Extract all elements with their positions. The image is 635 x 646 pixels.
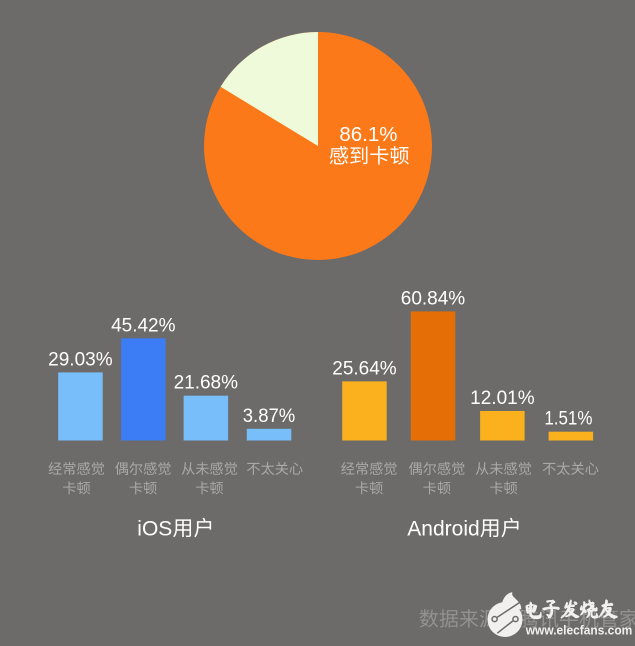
svg-text:12.01%: 12.01% [470, 388, 535, 409]
svg-text:86.1%: 86.1% [339, 123, 397, 146]
svg-text:29.03%: 29.03% [48, 349, 113, 370]
svg-text:1.51%: 1.51% [544, 409, 592, 430]
svg-text:Android: Android [407, 518, 479, 541]
svg-text:25.64%: 25.64% [332, 358, 397, 379]
svg-text:3.87%: 3.87% [243, 406, 296, 427]
svg-text:45.42%: 45.42% [111, 315, 176, 336]
svg-text:www.elecfans.com: www.elecfans.com [525, 623, 632, 637]
svg-text:60.84%: 60.84% [401, 288, 466, 309]
svg-text:21.68%: 21.68% [174, 373, 239, 394]
svg-text:iOS: iOS [137, 518, 172, 541]
